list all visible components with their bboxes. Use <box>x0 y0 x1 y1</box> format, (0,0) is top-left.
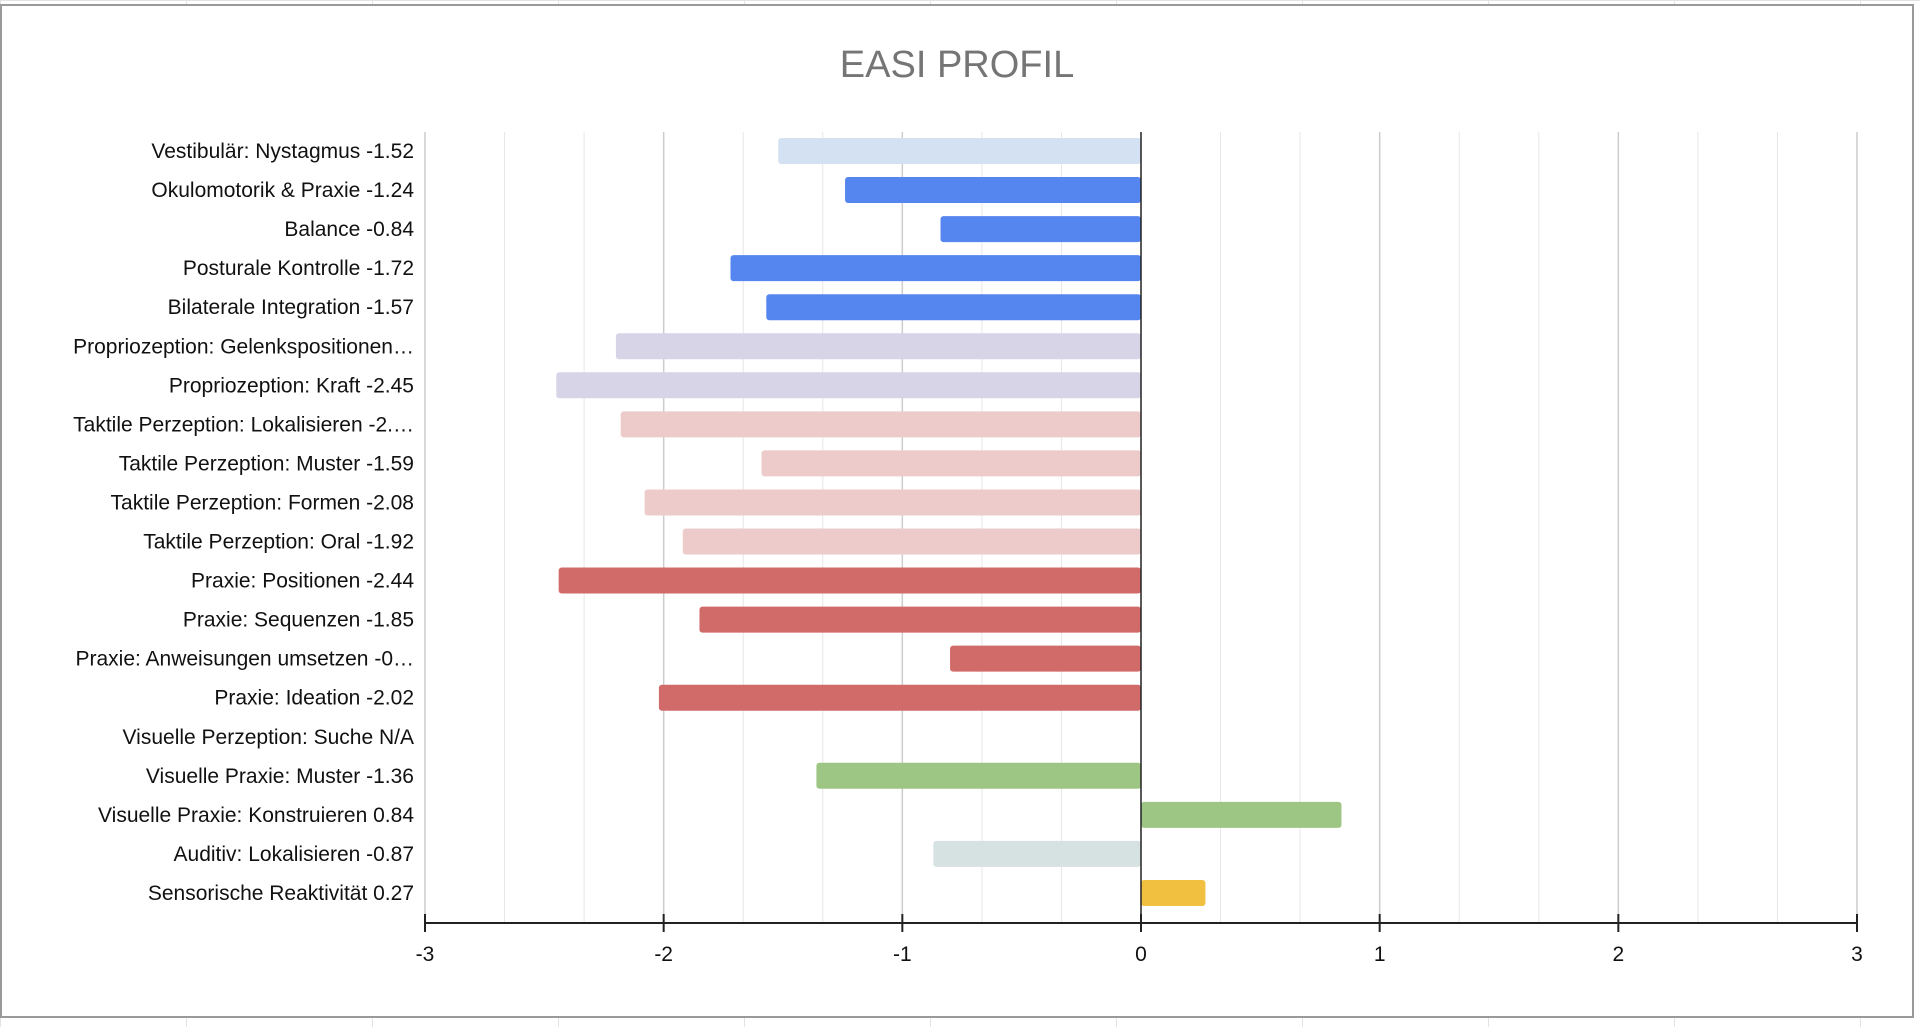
chart-container[interactable]: EASI PROFIL -3 -2 -1 0 1 2 3 Vestibulär: Nysta… <box>0 4 1914 1018</box>
bar <box>620 411 1141 438</box>
category-label: Visuelle Perzeption: Suche N/A <box>123 726 414 749</box>
category-label: Taktile Perzeption: Lokalisieren -2.… <box>73 413 414 436</box>
bar <box>766 294 1141 321</box>
x-tick-label: -2 <box>654 943 673 966</box>
easi-profile-chart: EASI PROFIL -3 -2 -1 0 1 2 3 Vestibulär: Nysta… <box>73 44 1863 966</box>
bar <box>816 762 1141 789</box>
category-label: Sensorische Reaktivität 0.27 <box>148 882 414 905</box>
bar <box>558 567 1141 594</box>
axes: -3 -2 -1 0 1 2 3 <box>416 132 1863 966</box>
bar <box>556 372 1141 399</box>
x-tick-label: 3 <box>1851 943 1863 966</box>
category-label: Taktile Perzeption: Oral -1.92 <box>143 531 414 554</box>
bars <box>556 138 1342 906</box>
bar <box>1141 801 1342 828</box>
category-labels: Vestibulär: Nystagmus -1.52 Okulomotorik … <box>73 140 414 905</box>
category-label: Taktile Perzeption: Muster -1.59 <box>119 452 414 475</box>
bar <box>1141 879 1206 906</box>
category-label: Praxie: Ideation -2.02 <box>214 687 414 710</box>
x-tick-label: 0 <box>1135 943 1147 966</box>
category-label: Taktile Perzeption: Formen -2.08 <box>111 491 414 514</box>
category-label: Praxie: Sequenzen -1.85 <box>183 609 414 632</box>
bar <box>699 606 1141 633</box>
bar <box>933 840 1141 867</box>
category-label: Visuelle Praxie: Konstruieren 0.84 <box>98 804 414 827</box>
category-label: Visuelle Praxie: Muster -1.36 <box>146 765 414 788</box>
category-label: Posturale Kontrolle -1.72 <box>183 257 414 280</box>
category-label: Okulomotorik & Praxie -1.24 <box>151 179 414 202</box>
bar <box>950 645 1141 672</box>
bar <box>940 216 1141 243</box>
chart-title: EASI PROFIL <box>840 44 1074 86</box>
bar <box>778 138 1141 164</box>
category-label: Balance -0.84 <box>284 218 414 241</box>
x-tick-label: 2 <box>1612 943 1624 966</box>
category-label: Bilaterale Integration -1.57 <box>168 296 414 319</box>
x-tick-label: -1 <box>893 943 912 966</box>
x-tick-label: -3 <box>416 943 435 966</box>
x-tick-label: 1 <box>1374 943 1386 966</box>
category-label: Auditiv: Lokalisieren -0.87 <box>174 843 414 866</box>
category-label: Propriozeption: Gelenkspositionen… <box>73 335 414 358</box>
bar <box>658 684 1141 711</box>
bar <box>615 333 1141 360</box>
category-label: Praxie: Positionen -2.44 <box>191 570 414 593</box>
category-label: Vestibulär: Nystagmus -1.52 <box>151 140 414 163</box>
bar <box>682 528 1141 555</box>
category-label: Praxie: Anweisungen umsetzen -0… <box>75 648 414 671</box>
bar <box>761 450 1141 477</box>
bar <box>845 177 1141 204</box>
bar <box>644 489 1141 516</box>
category-label: Propriozeption: Kraft -2.45 <box>169 374 414 397</box>
bar <box>730 255 1141 282</box>
